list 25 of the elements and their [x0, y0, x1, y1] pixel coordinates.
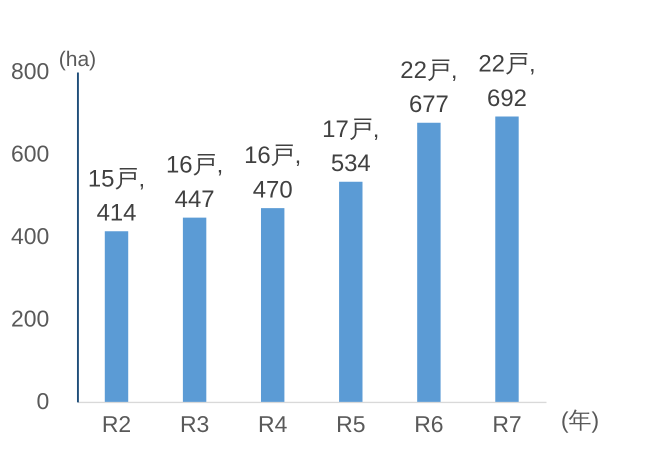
x-tick-label: R7 [492, 411, 522, 438]
data-label: 16戸,447 [166, 152, 224, 214]
x-tick-label: R3 [180, 411, 210, 438]
bar [495, 116, 519, 402]
data-label: 22戸,692 [478, 50, 536, 112]
bar [339, 182, 363, 402]
data-label: 16戸,470 [244, 142, 302, 204]
x-tick-label: R4 [258, 411, 288, 438]
x-tick-label: R2 [102, 411, 132, 438]
bar [104, 231, 128, 402]
bar [182, 218, 206, 402]
bar [260, 208, 284, 402]
y-tick-label: 800 [10, 58, 50, 84]
x-tick-label: R6 [414, 411, 444, 438]
bar [417, 122, 441, 402]
y-axis-title: (ha) [58, 48, 96, 71]
y-tick-label: 400 [10, 223, 50, 250]
data-label: 22戸,677 [400, 56, 458, 118]
x-tick-label: R5 [336, 411, 366, 438]
y-tick-label: 600 [10, 140, 50, 167]
data-label: 17戸,534 [322, 116, 380, 178]
y-tick-label: 0 [36, 388, 50, 414]
y-tick-label: 200 [10, 306, 50, 332]
x-axis-title: (年) [560, 407, 600, 434]
data-label: 15戸,414 [88, 165, 146, 227]
